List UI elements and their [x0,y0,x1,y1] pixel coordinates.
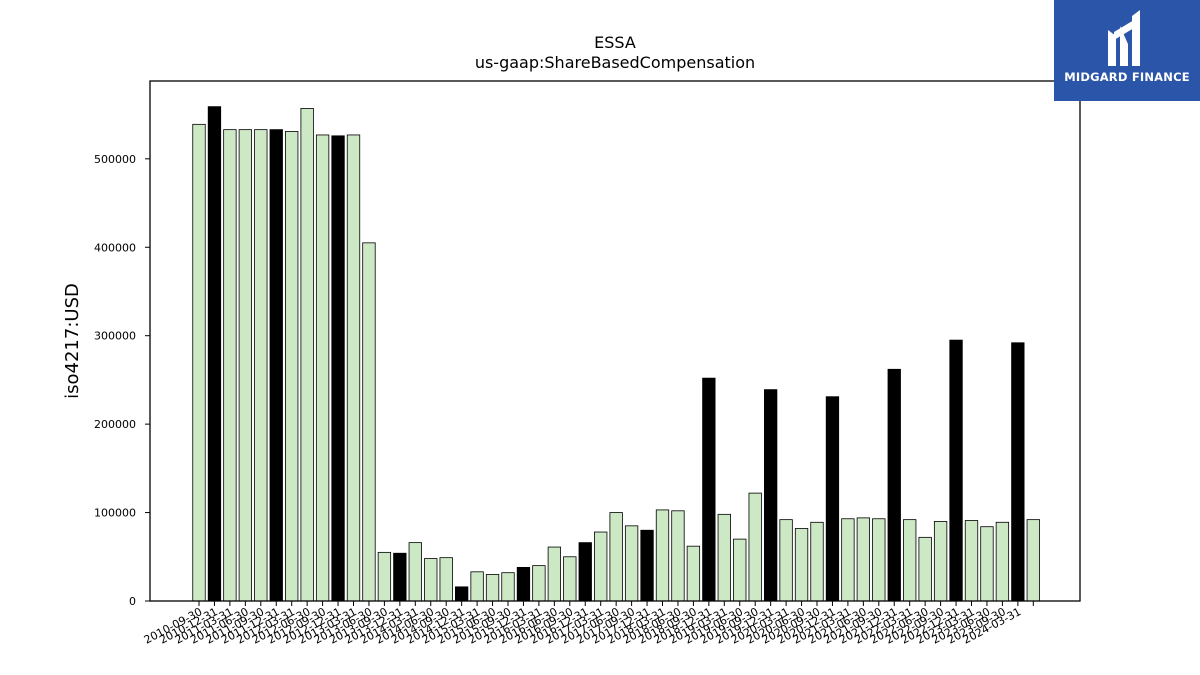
logo-text: MIDGARD FINANCE [1064,70,1190,84]
bar [269,129,283,602]
y-tick-label: 0 [129,595,136,608]
bar [733,538,747,602]
bar [903,519,917,602]
bar [547,546,561,602]
bar [980,526,994,602]
bar [841,518,855,602]
bar [563,556,577,602]
bar [686,545,701,602]
chart-subtitle: us-gaap:ShareBasedCompensation [475,53,755,72]
midgard-logo-icon [1108,10,1140,66]
bar [764,389,778,602]
bar [887,368,901,602]
bar [254,129,268,602]
bar [655,509,670,602]
bar [918,536,932,602]
bar [393,552,407,602]
y-tick-label: 100000 [94,507,136,520]
bar [594,531,608,602]
bar [1011,342,1025,602]
bar [454,586,469,602]
plot-frame [149,80,1081,602]
bar [964,520,979,602]
bar [192,123,206,602]
bar [362,242,376,602]
bar [624,525,639,602]
bar [516,566,531,602]
bar [377,551,392,602]
bar [346,134,361,602]
bar [501,572,515,602]
bar [1026,519,1040,602]
bar [702,377,716,602]
bar [285,131,299,602]
bar [424,558,438,602]
bar [331,135,345,602]
bar [949,339,963,602]
y-ticks-group: 0 100000 200000 300000 400000 500000 [94,153,150,608]
bar [207,106,222,602]
bars-group [192,106,1040,602]
bar [640,529,654,602]
bar [439,557,453,602]
x-ticks-group: 2010-09-302010-12-312011-03-312011-06-30… [142,601,1034,647]
bar [300,108,314,602]
bar [315,134,330,602]
bar [470,571,484,602]
bar [933,521,948,602]
y-tick-label: 500000 [94,153,136,166]
y-tick-label: 300000 [94,330,136,343]
bar [872,518,886,602]
bar [532,565,546,602]
midgard-finance-logo: MIDGARD FINANCE [1054,0,1200,101]
bar [810,521,824,602]
bar [223,129,237,602]
bar [485,574,500,602]
y-tick-label: 200000 [94,418,136,431]
y-axis-label: iso4217:USD [62,283,83,399]
bar [238,129,253,602]
bar [779,519,793,602]
bar [717,513,731,602]
bar [671,510,685,602]
chart-title: ESSA [594,33,636,52]
y-tick-label: 400000 [94,241,136,254]
bar [609,512,623,602]
bar [995,521,1010,602]
bar [794,528,809,602]
bar [408,542,422,602]
bar [578,542,592,602]
bar [748,492,762,602]
bar [825,396,840,602]
bar [856,517,870,602]
